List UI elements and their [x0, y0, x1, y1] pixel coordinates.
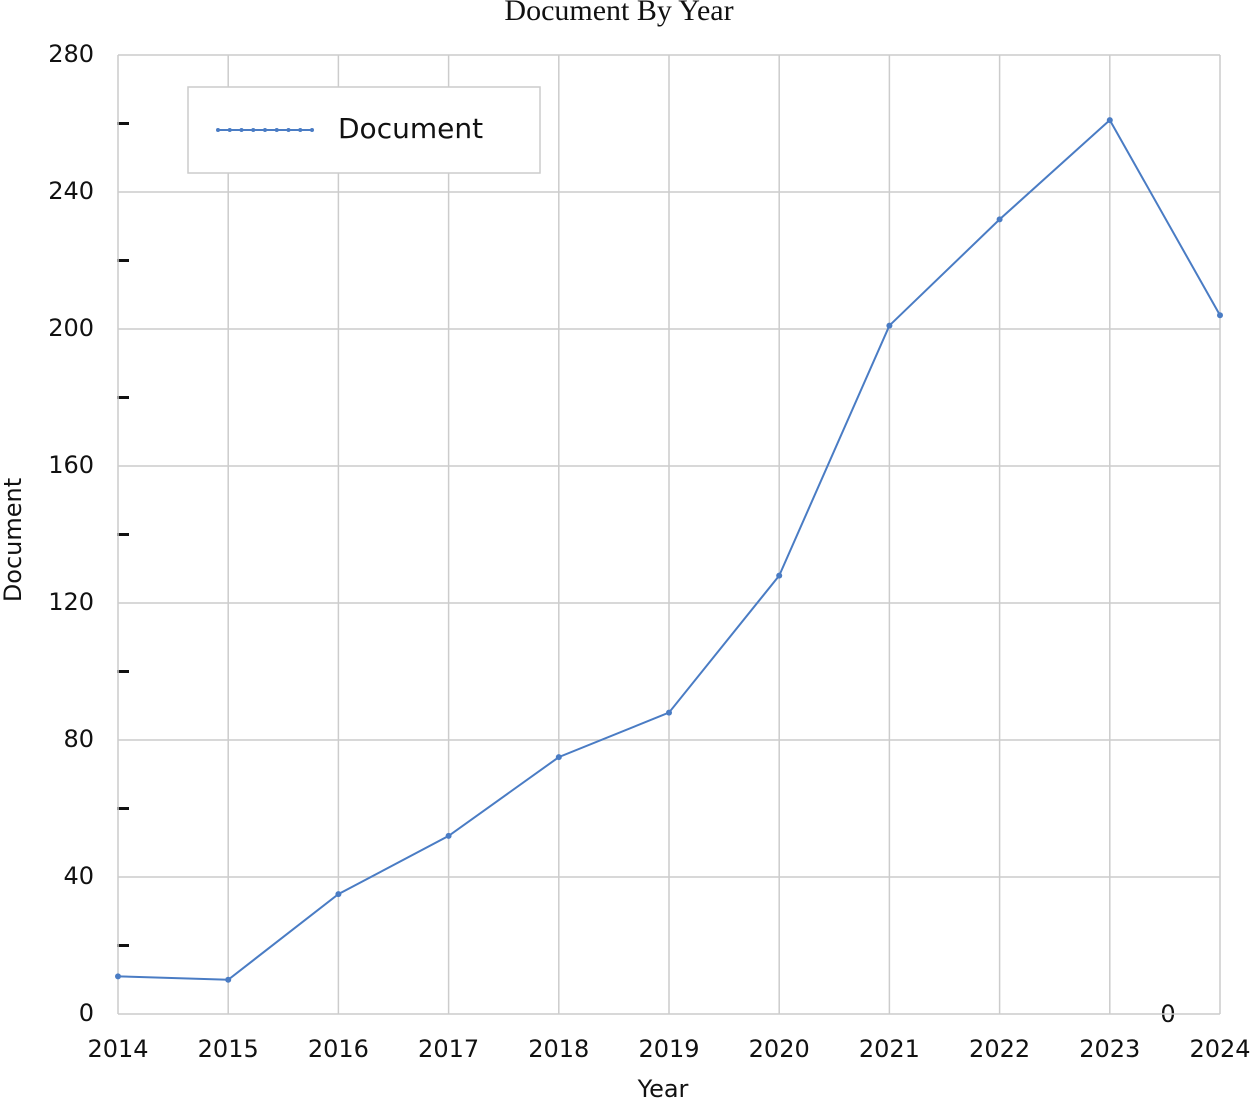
- x-tick-label: 2022: [969, 1035, 1030, 1063]
- point: [666, 709, 672, 716]
- y-tick-label: 120: [48, 588, 94, 616]
- x-tick-label: 2014: [87, 1035, 148, 1063]
- x-tick-label: 2016: [308, 1035, 369, 1063]
- y-tick-label: 80: [63, 725, 94, 753]
- y-tick-label: 40: [63, 862, 94, 890]
- point: [115, 973, 121, 980]
- y-tick-label: 160: [48, 451, 94, 479]
- point: [555, 754, 562, 761]
- legend-marker: [263, 128, 267, 132]
- point: [445, 832, 452, 839]
- chart-title: Document By Year: [504, 0, 733, 27]
- x-tick-label: 2021: [859, 1035, 920, 1063]
- legend-label: Document: [338, 112, 483, 145]
- y-tick-label: 200: [48, 314, 94, 342]
- x-tick-label: 2024: [1189, 1035, 1250, 1063]
- legend-marker: [298, 128, 303, 132]
- point: [335, 891, 342, 898]
- point: [996, 216, 1003, 223]
- legend-marker: [310, 128, 314, 132]
- point: [1106, 117, 1113, 124]
- x-tick-label: 2019: [638, 1035, 699, 1063]
- y-tick-label: 0: [79, 999, 94, 1027]
- y-tick-label: 240: [48, 177, 94, 205]
- legend-marker: [286, 128, 291, 132]
- legend-marker: [216, 128, 220, 132]
- point: [776, 572, 783, 579]
- legend-marker: [251, 128, 256, 132]
- x-tick-label: 2018: [528, 1035, 589, 1063]
- y-axis-label: Document: [0, 478, 27, 602]
- x-tick-label: 2017: [418, 1035, 479, 1063]
- y-tick-label: 280: [48, 40, 94, 68]
- legend-marker: [227, 128, 232, 132]
- point: [1217, 312, 1223, 319]
- point: [225, 976, 232, 983]
- x-tick-label: 2015: [198, 1035, 259, 1063]
- point: [886, 322, 893, 329]
- x-tick-label: 2023: [1079, 1035, 1140, 1063]
- x-axis-label: Year: [637, 1075, 689, 1102]
- x-tick-label: 2020: [749, 1035, 810, 1063]
- legend-marker: [274, 128, 279, 132]
- legend-marker: [239, 128, 244, 132]
